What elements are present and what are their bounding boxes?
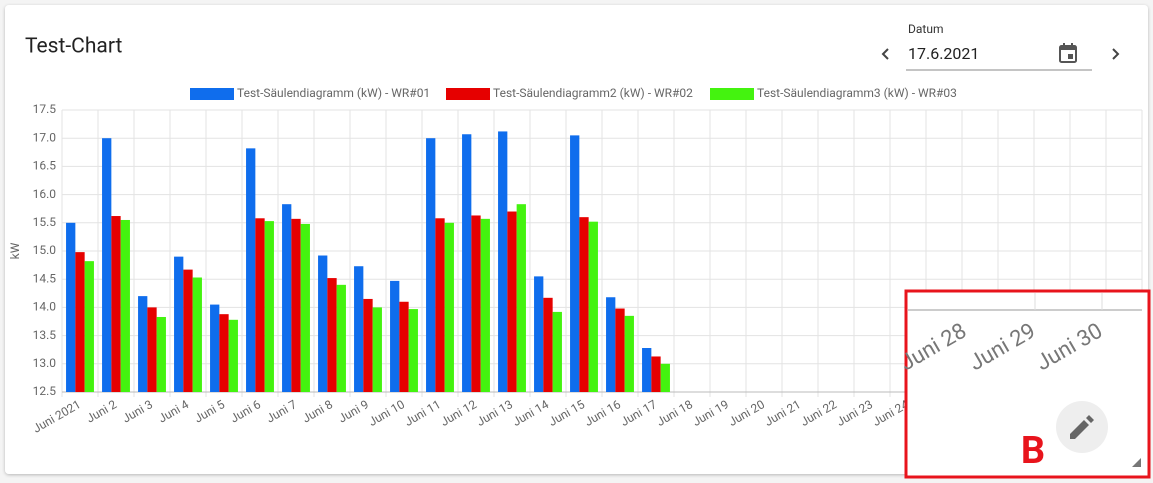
bar: [516, 204, 526, 392]
legend-label: Test-Säulendiagramm2 (kW) - WR#02: [493, 86, 693, 100]
bar: [426, 138, 436, 392]
bar: [66, 222, 76, 392]
bar: [363, 298, 373, 392]
bar: [651, 356, 661, 392]
y-tick-label: 13.0: [33, 356, 57, 370]
bar: [228, 319, 238, 392]
bar: [174, 256, 184, 392]
bar: [102, 138, 112, 392]
bar: [588, 221, 598, 392]
y-tick-label: 15.5: [33, 215, 57, 229]
bar: [480, 218, 490, 392]
bar: [462, 134, 472, 392]
y-tick-label: 14.0: [33, 300, 57, 314]
annotation-label: B: [1021, 429, 1045, 473]
prev-button[interactable]: [881, 48, 889, 60]
bar: [75, 252, 85, 392]
date-label: Datum: [908, 22, 943, 36]
edit-button[interactable]: [1056, 401, 1108, 453]
bar: [534, 276, 544, 392]
legend-label: Test-Säulendiagramm3 (kW) - WR#03: [757, 86, 957, 100]
bar: [408, 309, 418, 392]
bar: [579, 217, 589, 392]
bar: [615, 308, 625, 392]
bar: [318, 255, 328, 392]
y-axis-label: kW: [8, 242, 22, 259]
calendar-button[interactable]: [1059, 43, 1077, 63]
bar: [660, 363, 670, 392]
card-title: Test-Chart: [25, 35, 122, 59]
bar: [192, 277, 202, 392]
bar: [156, 316, 166, 392]
bar: [507, 211, 517, 392]
bar: [471, 215, 481, 392]
date-input[interactable]: 17.6.2021: [908, 44, 979, 63]
annotation-box: [904, 289, 1151, 479]
bar: [552, 311, 562, 392]
bar: [543, 297, 553, 392]
bar: [138, 296, 148, 392]
y-tick-label: 17.5: [33, 102, 57, 116]
legend-swatch: [710, 88, 754, 100]
bar: [642, 348, 652, 392]
y-tick-label: 17.0: [33, 130, 57, 144]
bar: [210, 304, 220, 392]
y-tick-label: 16.0: [33, 187, 57, 201]
bar: [291, 218, 301, 392]
y-tick-label: 16.5: [33, 159, 57, 173]
bar: [372, 307, 382, 392]
legend-swatch: [446, 88, 490, 100]
bar: [219, 314, 229, 392]
bar: [444, 222, 454, 392]
y-tick-label: 12.5: [33, 384, 57, 398]
bar: [264, 221, 274, 392]
bar: [282, 204, 292, 392]
bar: [435, 218, 445, 392]
bar: [120, 219, 130, 392]
y-tick-label: 15.0: [33, 243, 57, 257]
resize-handle[interactable]: [1132, 458, 1141, 467]
y-tick-label: 14.5: [33, 271, 57, 285]
legend-label: Test-Säulendiagramm (kW) - WR#01: [237, 86, 430, 100]
bar: [336, 284, 346, 392]
bar: [354, 266, 364, 392]
bar: [84, 261, 94, 392]
bar: [399, 301, 409, 392]
bar: [606, 297, 616, 392]
bar: [390, 280, 400, 392]
bar: [327, 278, 337, 392]
bar: [255, 218, 265, 392]
bar: [147, 307, 157, 392]
bar: [570, 135, 580, 392]
bar: [246, 148, 256, 392]
bar: [183, 269, 193, 392]
bar: [498, 131, 508, 392]
bar: [111, 216, 121, 392]
next-button[interactable]: [1112, 48, 1120, 60]
bar: [300, 223, 310, 392]
date-picker: Datum 17.6.2021: [881, 22, 1120, 71]
zoom-annotation: Juni 28 Juni 29 Juni 30 B: [896, 289, 1151, 479]
legend-swatch: [190, 88, 234, 100]
bar: [624, 315, 634, 392]
y-tick-label: 13.5: [33, 328, 57, 342]
